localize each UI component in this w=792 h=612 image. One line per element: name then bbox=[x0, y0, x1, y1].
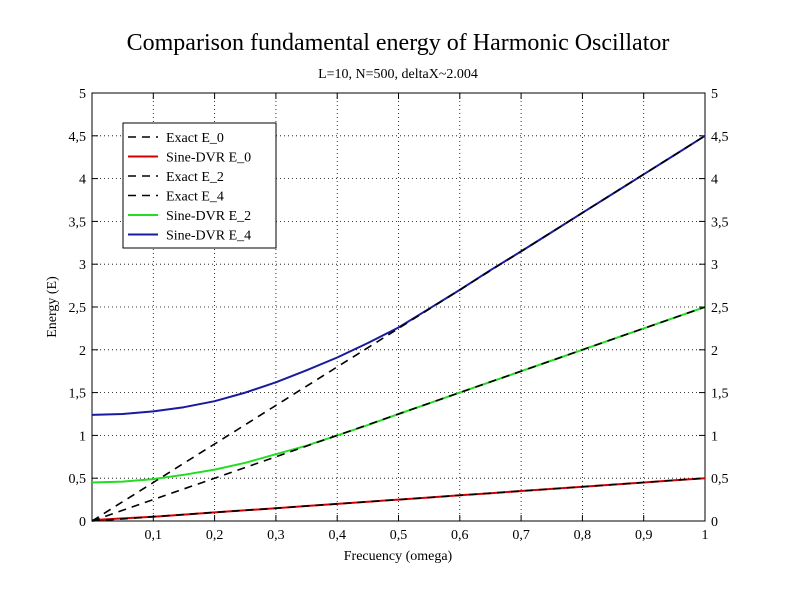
y-tick-label: 1 bbox=[79, 429, 86, 444]
x-tick-label: 0,1 bbox=[145, 528, 163, 543]
chart-subtitle: L=10, N=500, deltaX~2.004 bbox=[318, 67, 478, 82]
y-tick-label-right: 1,5 bbox=[711, 387, 729, 402]
x-tick-label: 0,5 bbox=[390, 528, 408, 543]
y-tick-label-right: 3 bbox=[711, 258, 718, 273]
x-tick-label: 0,6 bbox=[451, 528, 469, 543]
y-tick-label: 2 bbox=[79, 344, 86, 359]
legend: Exact E_0 Sine-DVR E_0 Exact E_2 Exact E_4 S… bbox=[122, 122, 277, 249]
legend-label: Exact E_0 bbox=[166, 131, 224, 146]
y-tick-label: 4,5 bbox=[69, 130, 87, 145]
legend-label: Sine-DVR E_4 bbox=[166, 229, 251, 244]
tick-labels: 0,1 0,2 0,3 0,4 0,5 0,6 0,7 0,8 0,9 10 00,5 0,51 11,… bbox=[69, 87, 729, 543]
x-tick-label: 0,9 bbox=[635, 528, 653, 543]
y-tick-label-right: 4,5 bbox=[711, 130, 729, 145]
x-tick-label: 1 bbox=[702, 528, 709, 543]
y-tick-label-right: 0,5 bbox=[711, 472, 729, 487]
y-tick-label: 3 bbox=[79, 258, 86, 273]
y-tick-label-right: 2 bbox=[711, 344, 718, 359]
series-layer bbox=[91, 134, 706, 522]
y-tick-label-right: 2,5 bbox=[711, 301, 729, 316]
chart-title: Comparison fundamental energy of Harmoni… bbox=[127, 30, 670, 56]
y-tick-label: 1,5 bbox=[69, 387, 87, 402]
y-tick-label-right: 4 bbox=[711, 173, 718, 188]
legend-label: Exact E_2 bbox=[166, 170, 224, 185]
y-tick-label: 2,5 bbox=[69, 301, 87, 316]
x-tick-label: 0,8 bbox=[574, 528, 592, 543]
y-tick-label: 0,5 bbox=[69, 472, 87, 487]
x-axis-label: Frecuency (omega) bbox=[344, 549, 453, 564]
y-tick-label: 0 bbox=[79, 515, 86, 530]
x-tick-label: 0,3 bbox=[267, 528, 285, 543]
y-axis-label: Energy (E) bbox=[45, 276, 60, 338]
legend-box bbox=[122, 122, 277, 249]
series-line-exact-e-4 bbox=[91, 135, 706, 522]
y-tick-label-right: 1 bbox=[711, 429, 718, 444]
y-tick-label: 3,5 bbox=[69, 215, 87, 230]
series-line-exact-e-2 bbox=[91, 306, 706, 522]
legend-label: Sine-DVR E_2 bbox=[166, 209, 251, 224]
y-tick-label-right: 5 bbox=[711, 87, 718, 102]
legend-label: Exact E_4 bbox=[166, 190, 224, 205]
y-tick-label: 4 bbox=[79, 173, 86, 188]
x-tick-label: 0,7 bbox=[512, 528, 530, 543]
legend-label: Sine-DVR E_0 bbox=[166, 151, 251, 166]
series-line-exact-e-0 bbox=[91, 477, 706, 522]
y-tick-label: 5 bbox=[79, 87, 86, 102]
x-tick-label: 0,2 bbox=[206, 528, 224, 543]
x-tick-label: 0,4 bbox=[328, 528, 346, 543]
grid-lines bbox=[92, 93, 705, 521]
y-tick-label-right: 0 bbox=[711, 515, 718, 530]
y-tick-label-right: 3,5 bbox=[711, 215, 729, 230]
